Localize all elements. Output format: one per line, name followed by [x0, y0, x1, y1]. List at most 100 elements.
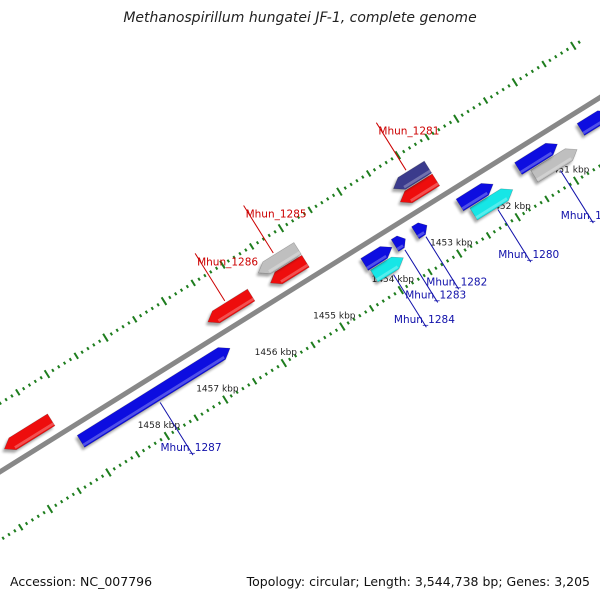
inner-ruler-tick: [209, 270, 213, 274]
gene-arrow-mhun_1286[interactable]: [207, 288, 256, 324]
ruler-tick: [317, 339, 321, 343]
ruler-tick: [1, 536, 5, 540]
inner-ruler-tick: [98, 339, 102, 344]
ruler-tick: [514, 212, 521, 222]
gene-arrow-mhun_1279[interactable]: [530, 148, 578, 183]
inner-ruler-tick: [92, 343, 96, 347]
inner-ruler-tick: [197, 277, 201, 282]
inner-ruler-tick: [51, 368, 55, 373]
inner-ruler-tick: [285, 222, 289, 227]
inner-ruler-tick: [185, 284, 190, 289]
ruler-tick: [247, 383, 251, 387]
inner-ruler-tick: [238, 251, 242, 256]
ruler-tick: [434, 266, 438, 271]
label-leader-line: [159, 402, 194, 456]
ruler-tick: [475, 240, 479, 245]
ruler-tick: [364, 310, 368, 314]
ruler-tick: [492, 229, 496, 234]
ruler-tick: [346, 321, 350, 325]
inner-ruler-tick: [424, 133, 430, 141]
inner-ruler-tick: [214, 266, 219, 271]
inner-ruler-tick: [507, 84, 511, 88]
inner-ruler-tick: [372, 168, 377, 172]
ruler-tick: [83, 485, 87, 489]
inner-ruler-tick: [219, 260, 226, 269]
ruler-tick: [264, 372, 268, 376]
gene-arrow[interactable]: [514, 142, 558, 175]
gene-arrow-mhun_1280[interactable]: [469, 188, 514, 221]
gene-arrow[interactable]: [399, 173, 441, 204]
scale-label: 1455 kbp: [313, 312, 356, 322]
gene-label-mhun_1285: Mhun_1285: [246, 209, 307, 221]
ruler-tick: [222, 395, 229, 404]
ruler-tick: [527, 208, 532, 212]
ruler-tick: [71, 492, 75, 497]
ruler-tick: [533, 204, 537, 209]
inner-ruler-tick: [326, 197, 330, 201]
backbone-line: [0, 94, 600, 475]
inner-ruler-tick: [62, 361, 67, 365]
gene-features[interactable]: [3, 110, 600, 451]
gene-label-mhun_1287: Mhun_1287: [161, 442, 222, 454]
ruler-tick: [469, 244, 473, 249]
inner-ruler-tick: [320, 200, 324, 205]
inner-ruler-tick: [248, 242, 255, 250]
inner-ruler-tick: [68, 357, 73, 362]
label-leader-line: [560, 170, 594, 224]
inner-ruler-tick: [443, 124, 447, 128]
ruler-tick: [393, 291, 397, 296]
inner-ruler-tick: [314, 204, 318, 209]
ruler-tick: [176, 426, 181, 431]
gene-label-mhun_1280: Mhun_1280: [498, 249, 559, 261]
ruler-tick: [451, 255, 456, 260]
gene-arrow[interactable]: [270, 254, 310, 285]
ruler-tick: [485, 231, 492, 239]
ruler-tick: [397, 285, 405, 295]
inner-ruler-tick: [460, 113, 464, 117]
gene-arrow-mhun_1284[interactable]: [370, 256, 404, 283]
gene-arrow[interactable]: [455, 183, 494, 212]
gene-arrow-mhun_1287[interactable]: [76, 347, 231, 448]
gene-arrow-mhun_1282[interactable]: [411, 222, 428, 240]
inner-ruler-tick: [57, 364, 61, 369]
gene-arrow[interactable]: [360, 246, 393, 271]
inner-ruler-tick: [232, 255, 236, 260]
ruler-tick: [539, 200, 543, 205]
ruler-tick: [193, 414, 199, 422]
inner-ruler-tick: [548, 58, 552, 63]
ruler-tick: [159, 437, 163, 442]
gene-arrow-mhun_1281[interactable]: [393, 160, 433, 190]
label-leader-line: [194, 253, 226, 302]
inner-ruler-tick: [559, 51, 564, 55]
gene-arrow[interactable]: [576, 110, 600, 136]
gene-highlight: [475, 197, 508, 219]
ruler-tick: [456, 249, 463, 258]
ruler-tick: [124, 459, 128, 464]
ruler-tick: [171, 430, 175, 435]
gene-highlight: [82, 356, 225, 447]
ruler-tick: [36, 514, 40, 519]
label-leader-line: [404, 249, 439, 303]
inner-ruler-tick: [570, 41, 577, 51]
gene-arrow-mhun_1283[interactable]: [390, 235, 406, 252]
gene-arrow-mhun_1285[interactable]: [257, 242, 302, 275]
ruler-tick: [206, 408, 210, 413]
gene-highlight: [396, 244, 404, 251]
ruler-tick: [368, 304, 375, 312]
ruler-tick: [416, 277, 420, 281]
ruler-tick: [212, 405, 216, 409]
ruler-tick: [147, 445, 151, 449]
ruler-tick: [134, 450, 141, 458]
ruler-tick: [217, 401, 222, 405]
ruler-tick: [305, 346, 309, 351]
inner-ruler-tick: [407, 146, 412, 150]
inner-ruler-tick: [277, 223, 285, 233]
gene-arrow[interactable]: [3, 413, 56, 451]
inner-ruler-tick: [511, 77, 519, 87]
ruler-tick: [310, 341, 316, 349]
inner-ruler-tick: [255, 240, 260, 245]
gene-label-mhun_1279: Mhun_1279: [561, 210, 600, 222]
ruler-tick: [17, 523, 24, 531]
